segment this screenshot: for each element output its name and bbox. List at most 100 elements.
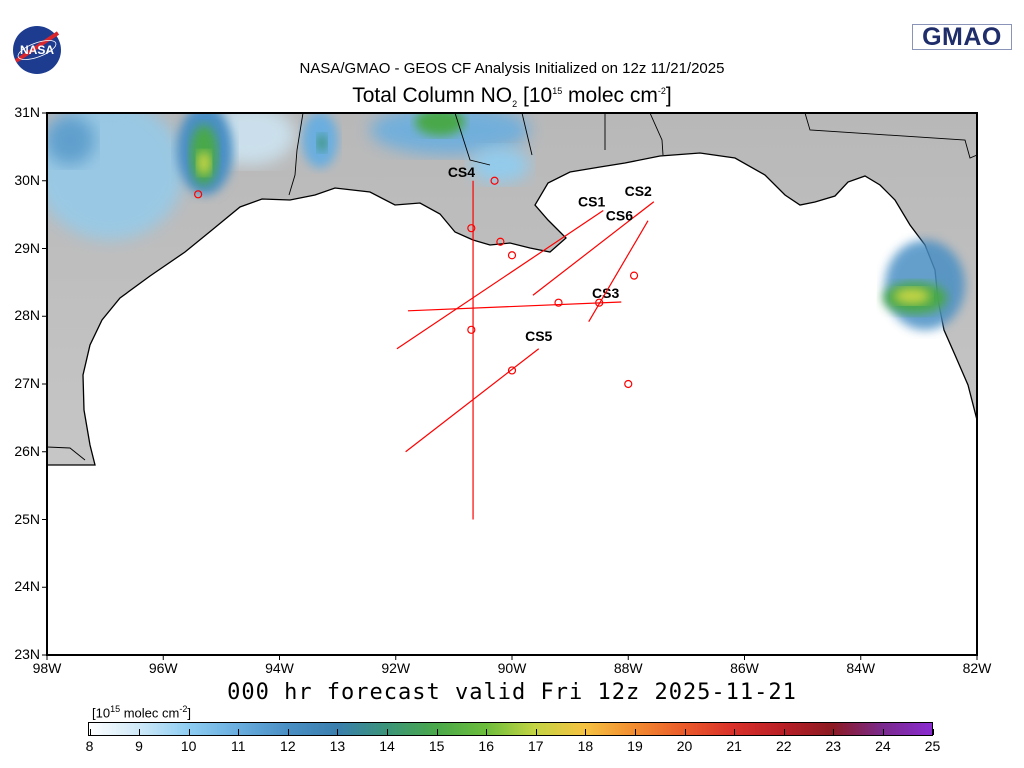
title-unit-exponent: -2: [657, 86, 666, 96]
colorbar-tickmark: [486, 729, 488, 735]
colorbar-unit: [1015 molec cm-2]: [92, 704, 191, 720]
colorbar-tick-label: 11: [230, 738, 246, 754]
site-marker: [467, 325, 476, 334]
site-marker: [595, 298, 604, 307]
gmao-logo: GMAO: [912, 24, 1012, 50]
cross-section-label: CS6: [606, 208, 633, 224]
forecast-valid-text: 000 hr forecast valid Fri 12z 2025-11-21: [227, 680, 797, 705]
cross-section-line-cs2: [532, 201, 655, 296]
lon-label: 90W: [497, 660, 527, 676]
colorbar-tick-label: 23: [825, 738, 842, 754]
colorbar-tick-label: 18: [577, 738, 594, 754]
site-marker: [467, 224, 476, 233]
colorbar-tick-label: 16: [478, 738, 494, 754]
colorbar-tick-label: 22: [775, 738, 792, 754]
colorbar-tickmark: [89, 729, 91, 735]
axis-ticks: [42, 112, 978, 660]
cb-unit-exp2: -2: [179, 704, 188, 714]
svg-text:NASA: NASA: [20, 43, 54, 57]
lat-label: 31N: [14, 104, 40, 120]
colorbar-tick-label: 25: [924, 738, 941, 754]
cross-section-line-cs1: [396, 210, 604, 350]
colorbar-tickmark: [238, 729, 240, 735]
site-marker: [629, 271, 639, 280]
lat-label: 26N: [14, 442, 40, 459]
lat-label: 23N: [14, 646, 40, 662]
overlays: CS1CS2CS3CS4CS5CS6: [194, 164, 655, 520]
cb-unit-open: [10: [92, 705, 111, 721]
colorbar-tickmark: [436, 729, 438, 735]
cross-section-label: CS1: [578, 194, 605, 210]
site-marker: [554, 298, 563, 307]
site-marker: [496, 237, 505, 246]
colorbar-tickmark: [337, 729, 339, 735]
lon-label: 98W: [32, 660, 62, 676]
cb-unit-exp: 15: [110, 704, 121, 714]
lat-label: 25N: [14, 510, 40, 527]
cross-section-line-cs6: [588, 220, 649, 322]
lon-label: 84W: [846, 660, 876, 676]
lat-label: 24N: [14, 578, 40, 595]
colorbar-tick-label: 10: [180, 738, 197, 754]
colorbar-tick-label: 8: [85, 738, 94, 754]
cross-section-label: CS5: [525, 328, 552, 344]
lon-label: 92W: [381, 660, 411, 676]
lat-label: 29N: [14, 239, 40, 256]
colorbar-tick-label: 17: [527, 738, 544, 754]
lon-label: 86W: [730, 660, 759, 676]
colorbar-tickmark: [188, 729, 190, 735]
cross-section-label: CS4: [448, 164, 475, 180]
lon-label: 82W: [962, 660, 992, 676]
title-subscript: 2: [512, 99, 518, 110]
cross-section-label: CS2: [625, 183, 652, 199]
title-unit-text: molec cm: [562, 84, 658, 107]
colorbar-tickmark: [882, 729, 884, 735]
colorbar-tick-label: 21: [726, 738, 742, 754]
title-unit: [10: [517, 84, 553, 107]
no2-field: [47, 113, 965, 330]
colorbar-tick-label: 12: [280, 738, 296, 754]
colorbar-tickmark: [932, 729, 934, 735]
nasa-logo: NASA: [13, 26, 61, 74]
colorbar-tickmark: [833, 729, 835, 735]
lat-label: 27N: [14, 375, 40, 391]
colorbar-tick-label: 13: [329, 738, 346, 754]
lat-label: 28N: [14, 307, 40, 324]
lat-label: 30N: [14, 171, 40, 188]
colorbar-tickmark: [585, 729, 587, 735]
chart-subtitle: NASA/GMAO - GEOS CF Analysis Initialized…: [299, 60, 725, 77]
site-marker: [507, 366, 517, 375]
cb-unit-text: molec cm: [120, 705, 180, 721]
colorbar-tick-label: 9: [135, 738, 143, 754]
lon-label: 88W: [613, 660, 643, 676]
colorbar-tickmark: [287, 729, 289, 735]
colorbar-tickmark: [139, 729, 141, 735]
cb-unit-close: ]: [187, 705, 191, 721]
title-exponent: 15: [552, 86, 563, 96]
colorbar-tickmark: [387, 729, 389, 735]
colorbar-tick-label: 24: [875, 738, 891, 754]
colorbar-tickmark: [684, 729, 686, 735]
chart-title: Total Column NO2 [1015 molec cm-2]: [0, 84, 1024, 109]
colorbar-tick-label: 19: [627, 738, 643, 754]
colorbar-tickmark: [634, 729, 636, 735]
colorbar-tickmark: [734, 729, 736, 735]
title-text: Total Column NO: [352, 84, 513, 107]
state-borders: [47, 113, 977, 461]
colorbar: [88, 722, 933, 736]
colorbar-tick-label: 20: [676, 738, 693, 754]
site-marker: [507, 251, 517, 260]
colorbar-tickmark: [783, 729, 785, 735]
colorbar-tick-label: 15: [428, 738, 445, 754]
lon-label: 94W: [265, 660, 294, 676]
lon-label: 96W: [148, 660, 178, 676]
site-marker: [624, 379, 633, 389]
colorbar-tickmark: [535, 729, 537, 735]
colorbar-tick-label: 14: [379, 738, 395, 754]
cross-section-line-cs3: [407, 301, 622, 312]
site-marker: [490, 176, 499, 185]
cross-section-line-cs5: [405, 348, 540, 453]
site-marker: [194, 190, 203, 199]
title-close: ]: [665, 84, 672, 107]
